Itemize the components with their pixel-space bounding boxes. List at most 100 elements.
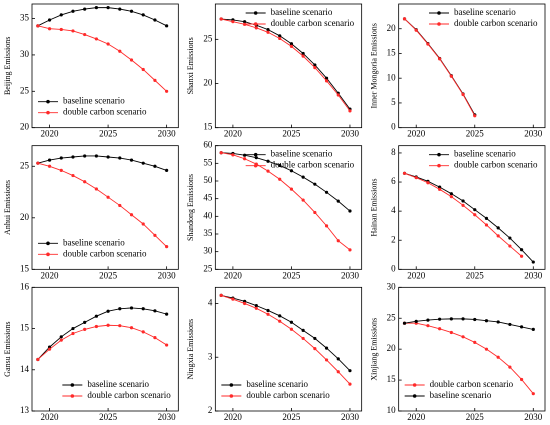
panel: 13 14 15 16 2020 2025 2030 Gansu Emissions basel… [3, 281, 179, 422]
point [402, 321, 407, 325]
point [219, 293, 223, 297]
point [348, 109, 352, 113]
point [59, 13, 63, 17]
legend-marker [46, 110, 50, 115]
point [336, 357, 340, 361]
point [336, 239, 340, 243]
y-tick-label: 16 [20, 281, 30, 291]
legend-marker [437, 163, 441, 168]
point [313, 336, 317, 341]
y-axis-label: Hainan Emissions [369, 179, 378, 237]
point [289, 320, 294, 324]
legend-marker [46, 241, 50, 246]
legend-label: double carbon scenario [63, 107, 147, 117]
x-tick-label: 2025 [466, 270, 485, 280]
point [508, 244, 512, 248]
point [165, 343, 169, 347]
y-tick-label: 8 [391, 147, 396, 157]
point [484, 216, 489, 221]
point [289, 169, 294, 173]
legend-label: double carbon scenario [430, 379, 514, 389]
series-line [221, 152, 351, 251]
series-line [37, 324, 167, 360]
series-line [37, 155, 167, 171]
point [71, 9, 75, 13]
legend-label: baseline scenario [63, 96, 125, 106]
series-line [221, 18, 351, 112]
legend-marker [437, 152, 441, 157]
point [129, 326, 134, 330]
point [266, 159, 270, 163]
point [106, 195, 110, 199]
point [94, 314, 98, 318]
point [83, 180, 87, 184]
panel: 0 2 4 6 8 2020 2025 2030 Hainan Emissions baselin… [369, 145, 546, 280]
point [59, 168, 63, 172]
point [153, 233, 157, 237]
point [473, 208, 477, 212]
legend-marker [412, 394, 417, 398]
y-tick-label: 25 [20, 160, 30, 170]
point [348, 248, 352, 252]
y-tick-label: 15 [387, 48, 397, 58]
point [71, 173, 75, 178]
series-line [404, 172, 534, 263]
point [484, 319, 489, 323]
series-line [404, 322, 534, 394]
x-tick-label: 2030 [158, 412, 177, 422]
point [461, 92, 465, 97]
point [153, 18, 157, 22]
panel: 2 3 4 2020 2025 2030 Ningxia Emissions baseline… [186, 286, 363, 422]
y-tick-label: 25 [203, 263, 213, 273]
point [336, 199, 340, 203]
point [449, 317, 453, 321]
point [301, 51, 305, 56]
point [83, 154, 87, 158]
point [59, 338, 63, 342]
point [301, 198, 305, 202]
x-tick-label: 2030 [524, 270, 543, 280]
point [289, 187, 294, 191]
y-axis-label: Anhui Emissions [3, 180, 12, 235]
legend-label: baseline scenario [271, 7, 333, 17]
point [531, 327, 535, 331]
y-tick-label: 4 [208, 298, 213, 308]
point [254, 156, 258, 160]
point [47, 347, 52, 351]
panel: 25 30 35 40 45 50 55 60 2020 2025 2030 Shandong Emi… [186, 140, 363, 280]
legend-label: double carbon scenario [63, 248, 147, 258]
plot-frame [214, 286, 363, 412]
point [106, 6, 110, 10]
y-axis-label: Ningxia Emissions [186, 319, 195, 380]
point [254, 26, 258, 30]
point [243, 20, 247, 24]
point [278, 36, 282, 41]
point [219, 17, 223, 21]
x-tick-label: 2020 [41, 412, 60, 422]
legend-marker [253, 152, 258, 157]
point [324, 190, 329, 194]
series-line [221, 152, 351, 212]
point [484, 347, 489, 351]
y-tick-label: 35 [203, 228, 213, 238]
legend-label: double carbon scenario [246, 390, 330, 400]
legend-label: baseline scenario [454, 7, 516, 17]
point [106, 309, 110, 313]
point [348, 369, 352, 373]
point [118, 203, 122, 208]
y-tick-label: 30 [203, 246, 213, 256]
y-tick-label: 25 [203, 33, 213, 43]
x-tick-label: 2020 [407, 129, 426, 139]
point [71, 155, 75, 159]
point [336, 93, 340, 97]
point [336, 370, 340, 374]
y-axis-label: Shanxi Emissions [186, 37, 195, 94]
point [278, 319, 282, 323]
point [519, 325, 524, 329]
point [449, 192, 453, 196]
legend-label: baseline scenario [271, 149, 333, 159]
series-line [404, 18, 476, 116]
point [324, 79, 329, 83]
legend-marker [437, 22, 441, 26]
